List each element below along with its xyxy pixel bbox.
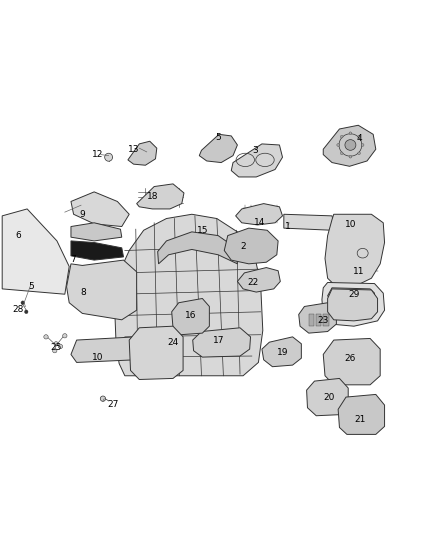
Polygon shape xyxy=(199,134,237,163)
Text: 17: 17 xyxy=(213,336,225,344)
Text: 22: 22 xyxy=(247,278,258,287)
Polygon shape xyxy=(325,214,385,287)
Text: 10: 10 xyxy=(92,353,103,361)
Ellipse shape xyxy=(358,152,360,155)
Ellipse shape xyxy=(100,396,106,401)
Ellipse shape xyxy=(58,344,63,349)
Ellipse shape xyxy=(349,132,352,134)
Text: 20: 20 xyxy=(324,393,335,401)
Text: 6: 6 xyxy=(15,231,21,240)
Text: 5: 5 xyxy=(28,282,34,291)
Bar xyxy=(323,314,328,326)
Ellipse shape xyxy=(345,140,356,150)
Text: 1: 1 xyxy=(285,222,291,231)
Ellipse shape xyxy=(358,135,360,138)
Polygon shape xyxy=(328,289,378,321)
Text: 16: 16 xyxy=(185,311,196,320)
Text: 4: 4 xyxy=(357,134,362,143)
Polygon shape xyxy=(322,282,385,326)
Ellipse shape xyxy=(21,301,25,305)
Polygon shape xyxy=(129,326,183,379)
Bar xyxy=(309,314,314,326)
Text: 18: 18 xyxy=(147,192,158,200)
Polygon shape xyxy=(224,228,278,264)
Text: 3: 3 xyxy=(252,146,258,155)
Text: 15: 15 xyxy=(197,226,208,235)
Text: 10: 10 xyxy=(345,221,356,229)
Ellipse shape xyxy=(54,342,58,346)
Polygon shape xyxy=(231,144,283,177)
Ellipse shape xyxy=(340,152,343,155)
Text: 21: 21 xyxy=(354,415,366,424)
Polygon shape xyxy=(236,204,283,225)
Polygon shape xyxy=(115,214,263,376)
Polygon shape xyxy=(299,303,336,333)
Ellipse shape xyxy=(340,135,343,138)
Text: 27: 27 xyxy=(107,400,119,408)
Bar xyxy=(316,314,321,326)
Polygon shape xyxy=(284,214,334,230)
Polygon shape xyxy=(71,241,124,260)
Ellipse shape xyxy=(63,334,67,338)
Text: 11: 11 xyxy=(353,268,365,276)
Polygon shape xyxy=(137,184,184,209)
Text: 19: 19 xyxy=(277,349,288,357)
Polygon shape xyxy=(307,378,348,416)
Polygon shape xyxy=(71,337,149,362)
Ellipse shape xyxy=(361,144,364,147)
Text: 8: 8 xyxy=(80,288,86,296)
Text: 12: 12 xyxy=(92,150,103,159)
Text: 29: 29 xyxy=(348,290,360,298)
Polygon shape xyxy=(71,223,122,241)
Text: 24: 24 xyxy=(167,338,179,346)
Ellipse shape xyxy=(349,156,352,158)
Polygon shape xyxy=(67,260,137,320)
Polygon shape xyxy=(323,125,376,166)
Polygon shape xyxy=(338,394,385,434)
Polygon shape xyxy=(237,268,280,292)
Polygon shape xyxy=(172,298,209,335)
Text: 13: 13 xyxy=(128,145,139,154)
Polygon shape xyxy=(193,328,251,357)
Ellipse shape xyxy=(44,335,48,339)
Polygon shape xyxy=(2,209,69,294)
Text: 9: 9 xyxy=(79,210,85,219)
Text: 7: 7 xyxy=(71,255,77,264)
Text: 2: 2 xyxy=(240,242,246,251)
Polygon shape xyxy=(328,288,374,303)
Ellipse shape xyxy=(25,310,28,313)
Text: 14: 14 xyxy=(254,219,265,227)
Text: 26: 26 xyxy=(345,354,356,362)
Text: 25: 25 xyxy=(50,343,62,352)
Polygon shape xyxy=(71,192,129,227)
Text: 5: 5 xyxy=(215,133,221,142)
Ellipse shape xyxy=(337,144,339,147)
Polygon shape xyxy=(323,338,380,385)
Ellipse shape xyxy=(53,349,57,353)
Polygon shape xyxy=(128,141,157,165)
Ellipse shape xyxy=(105,154,113,161)
Text: 23: 23 xyxy=(317,317,328,325)
Polygon shape xyxy=(262,337,301,367)
Polygon shape xyxy=(158,232,237,264)
Text: 28: 28 xyxy=(13,305,24,313)
